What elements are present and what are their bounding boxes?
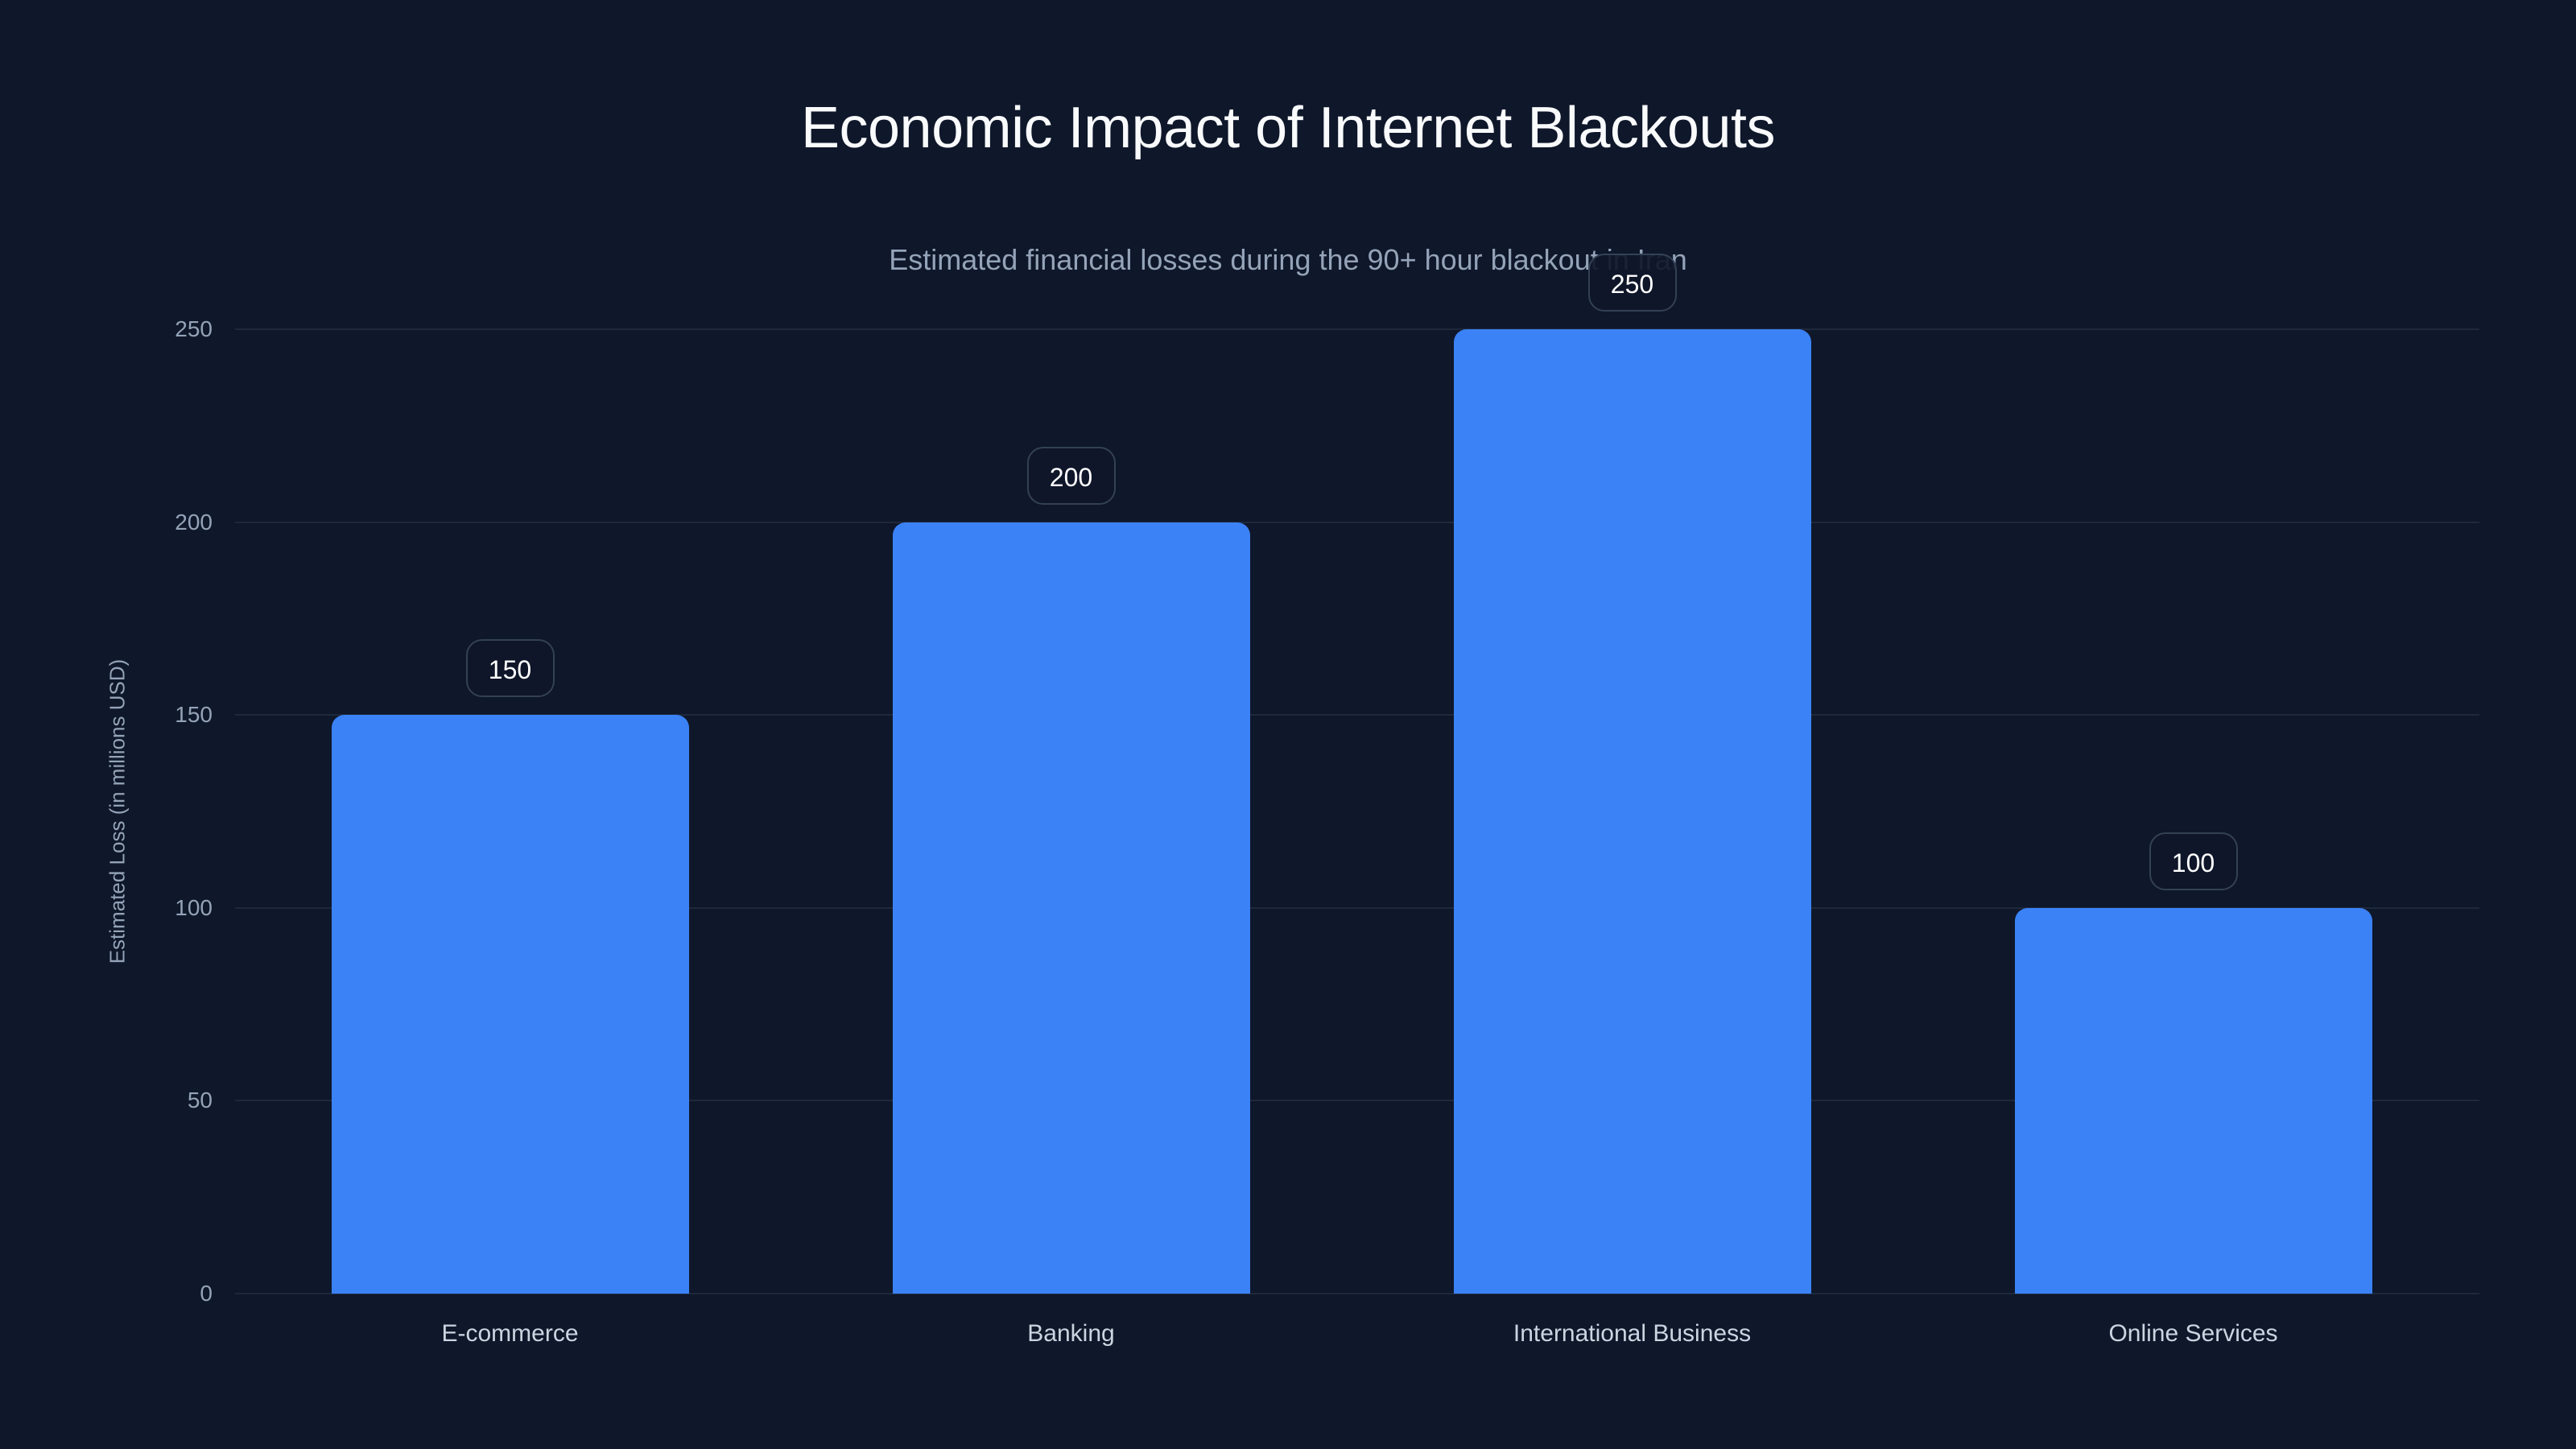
- value-label: 100: [2149, 832, 2238, 890]
- y-tick-label: 0: [200, 1281, 213, 1306]
- gridline: [235, 328, 2479, 330]
- gridline: [235, 521, 2479, 523]
- chart-subtitle: Estimated financial losses during the 90…: [889, 243, 1687, 276]
- value-label: 150: [465, 639, 555, 698]
- gridline: [235, 906, 2479, 909]
- y-tick-label: 250: [175, 316, 213, 341]
- x-category-label: Banking: [1027, 1320, 1115, 1347]
- y-tick-label: 100: [175, 894, 213, 920]
- y-tick-label: 150: [175, 702, 213, 728]
- bar-e-commerce[interactable]: [331, 715, 689, 1294]
- bar-banking[interactable]: [892, 522, 1250, 1294]
- gridline: [235, 714, 2479, 716]
- bar-international-business[interactable]: [1453, 329, 1811, 1294]
- x-category-label: International Business: [1513, 1320, 1752, 1347]
- value-label: 200: [1026, 446, 1116, 505]
- chart-title: Economic Impact of Internet Blackouts: [800, 96, 1776, 160]
- value-label: 250: [1587, 254, 1677, 312]
- x-category-label: Online Services: [2108, 1320, 2278, 1347]
- gridline: [235, 1293, 2479, 1294]
- x-category-label: E-commerce: [441, 1320, 579, 1347]
- bar-online-services[interactable]: [2014, 907, 2372, 1294]
- y-axis-label: Estimated Loss (in millions USD): [105, 658, 130, 964]
- gridline: [235, 1100, 2479, 1102]
- y-tick-label: 50: [187, 1088, 213, 1113]
- y-tick-label: 200: [175, 509, 213, 535]
